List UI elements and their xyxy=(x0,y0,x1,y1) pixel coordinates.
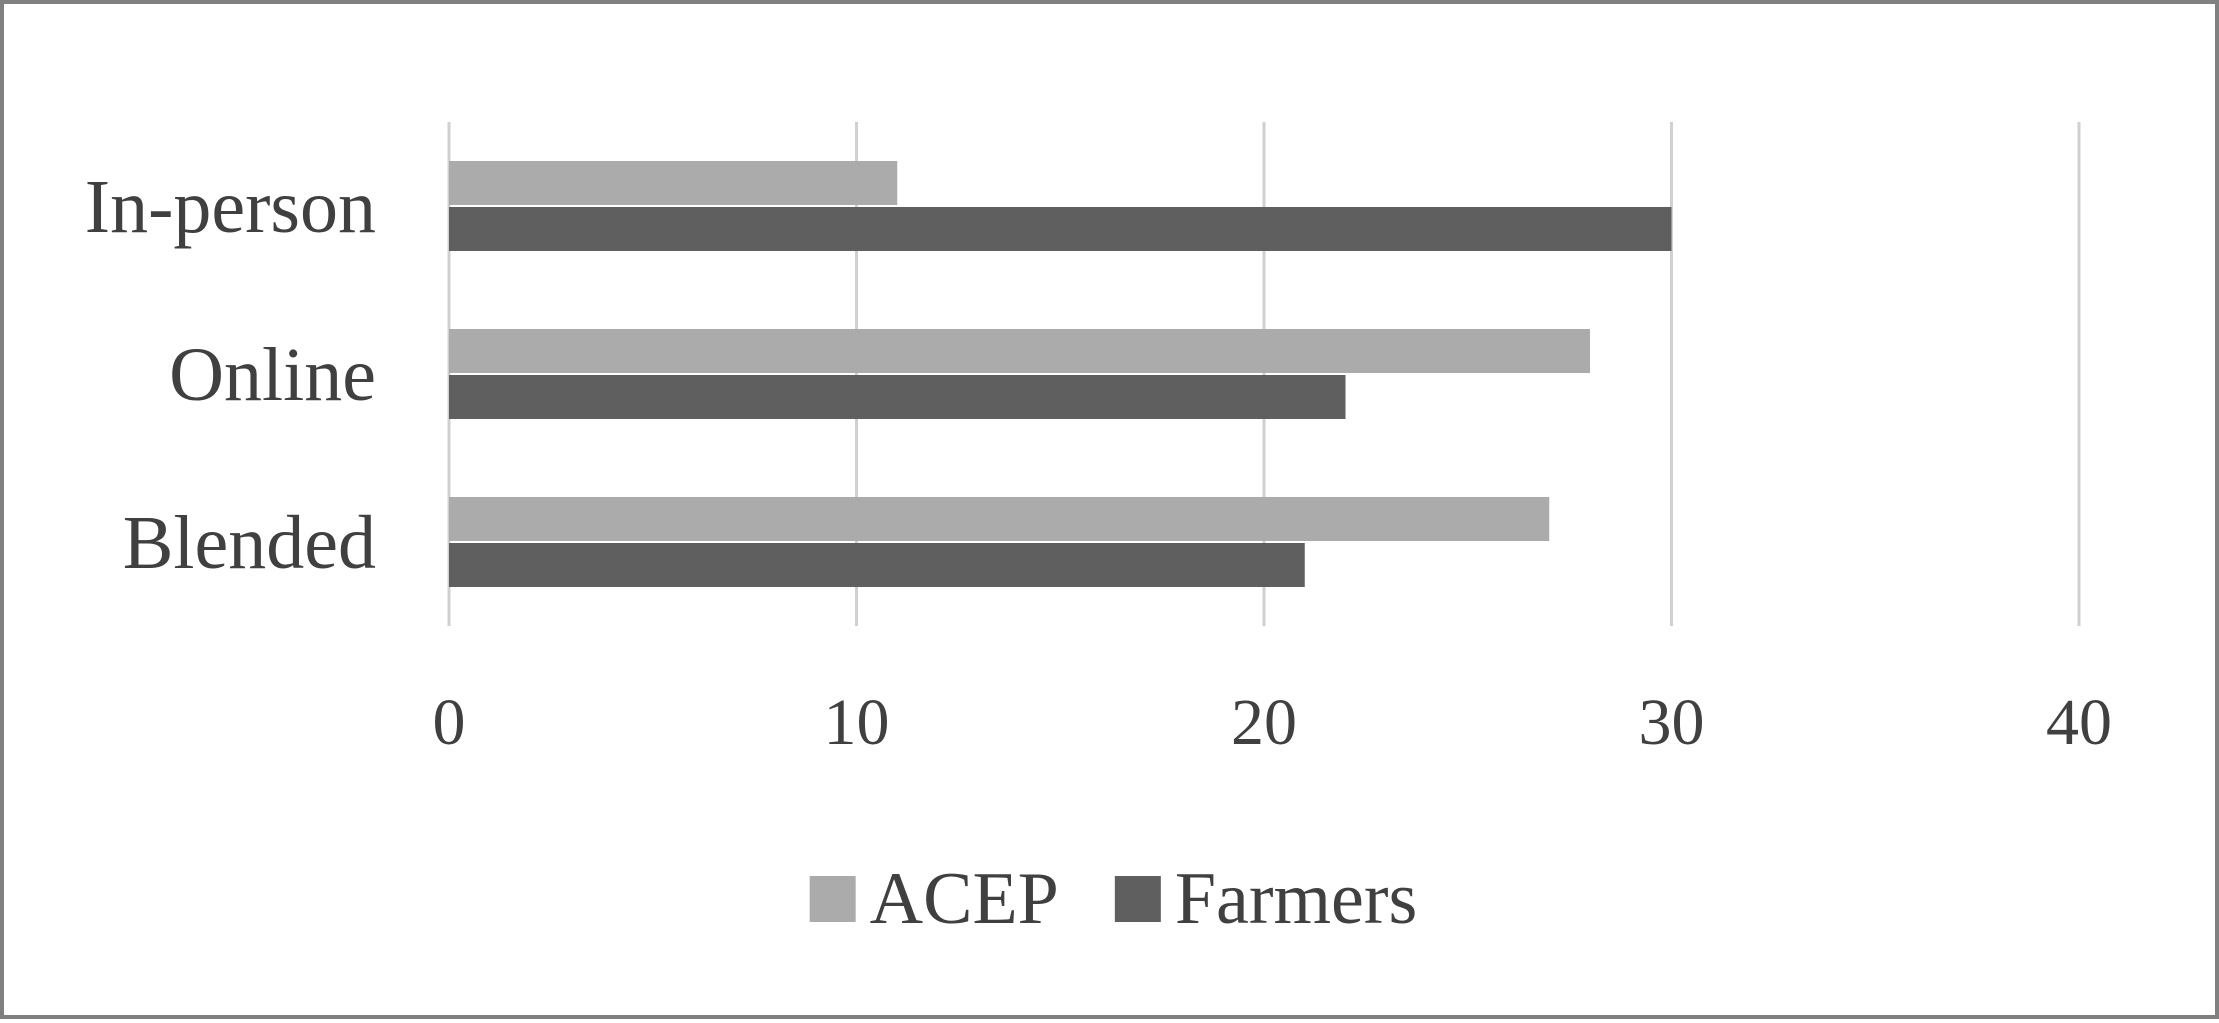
x-tick-label-30: 30 xyxy=(1639,686,1705,759)
category-label-online: Online xyxy=(169,333,376,417)
legend: ACEP Farmers xyxy=(809,858,1418,940)
x-tick-label-20: 20 xyxy=(1231,686,1297,759)
legend-swatch-acep xyxy=(809,876,856,922)
bars xyxy=(449,161,1672,587)
category-label-in-person: In-person xyxy=(85,165,376,249)
x-tick-label-40: 40 xyxy=(2046,686,2112,759)
x-axis-ticks: 0 10 20 30 40 xyxy=(433,686,2113,759)
legend-label-acep: ACEP xyxy=(870,858,1059,940)
category-labels: In-person Online Blended xyxy=(85,165,376,585)
bar-farmers-in-person xyxy=(449,207,1672,251)
bar-farmers-online xyxy=(449,375,1346,419)
legend-label-farmers: Farmers xyxy=(1175,858,1418,940)
bar-farmers-blended xyxy=(449,543,1305,587)
gridlines xyxy=(447,122,2081,626)
bar-acep-in-person xyxy=(449,161,898,205)
bar-chart: In-person Online Blended 0 10 20 30 40 ACEP Far… xyxy=(85,122,2113,940)
bar-acep-blended xyxy=(449,497,1550,541)
x-tick-label-10: 10 xyxy=(824,686,890,759)
category-label-blended: Blended xyxy=(123,501,376,585)
legend-swatch-farmers xyxy=(1114,876,1161,922)
bar-acep-online xyxy=(449,329,1590,373)
x-tick-label-0: 0 xyxy=(433,686,466,759)
